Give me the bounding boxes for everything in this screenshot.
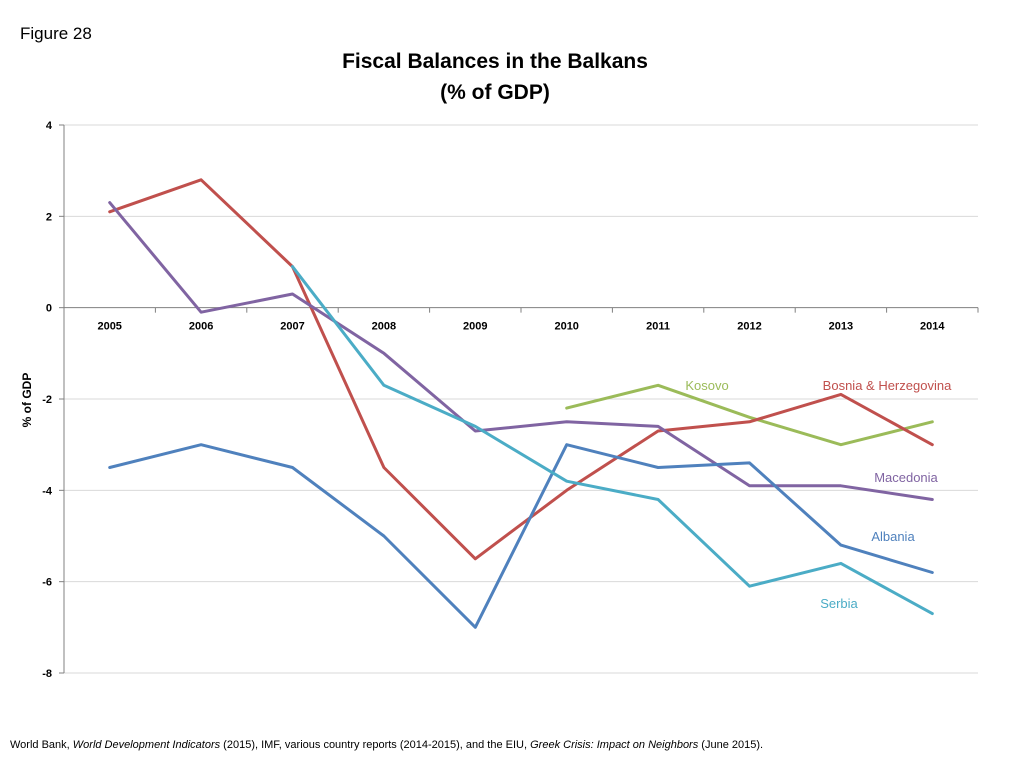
series-line-macedonia [108,201,934,501]
source-title: World Development Indicators [72,739,221,751]
x-tick-label: 2009 [463,321,487,333]
source-part: (June 2015). [698,739,764,751]
series-lines [108,178,934,629]
x-tick-label: 2008 [372,321,396,333]
y-tick-label: 2 [46,211,52,223]
y-tick-labels: 4 2 0 -2 -4 -6 -8 [42,120,53,680]
series-label-serbia: Serbia [820,596,858,611]
x-tick-label: 2011 [646,321,670,333]
series-labels: Kosovo Bosnia & Herzegovina Macedonia Alban… [685,378,952,611]
y-tick-label: -8 [42,668,52,680]
series-label-bosnia-herzegovina: Bosnia & Herzegovina [823,378,952,393]
y-tick-label: -2 [42,394,52,406]
y-axis-label: % of GDP [20,373,34,428]
source-part: (2015), IMF, various country reports (20… [220,739,531,751]
x-tick-label: 2005 [97,321,121,333]
x-tick-label: 2012 [737,321,761,333]
x-tick-label: 2010 [554,321,578,333]
x-tick-label: 2013 [829,321,853,333]
series-label-albania: Albania [871,529,915,544]
x-tick-labels: 2005 2006 2007 2008 2009 2010 2011 2012 2013 2014 [97,321,945,333]
line-chart: 4 2 0 -2 -4 -6 -8 2005 2006 2007 2008 2009 2010 2011… [20,120,979,680]
y-tick-label: -4 [42,485,53,497]
series-line-kosovo [565,383,934,447]
y-tick-label: -6 [42,577,52,589]
y-tick-label: 0 [46,303,52,315]
series-line-albania [108,443,934,629]
chart-title: Fiscal Balances in the Balkans [342,50,648,73]
x-tick-label: 2006 [189,321,213,333]
x-tick-label: 2007 [280,321,304,333]
series-line-bosnia-herzegovina [108,178,934,561]
source-part: World Bank, [10,739,73,751]
y-tick-label: 4 [46,120,53,132]
figure-label: Figure 28 [20,24,92,43]
chart-subtitle: (% of GDP) [440,81,550,104]
gridlines [64,124,978,674]
series-label-macedonia: Macedonia [874,470,938,485]
series-label-kosovo: Kosovo [685,378,728,393]
series-line-serbia [291,265,934,616]
x-tick-label: 2014 [920,321,945,333]
source-note: World Bank, World Development Indicators… [10,739,763,751]
source-title: Greek Crisis: Impact on Neighbors [530,739,699,751]
